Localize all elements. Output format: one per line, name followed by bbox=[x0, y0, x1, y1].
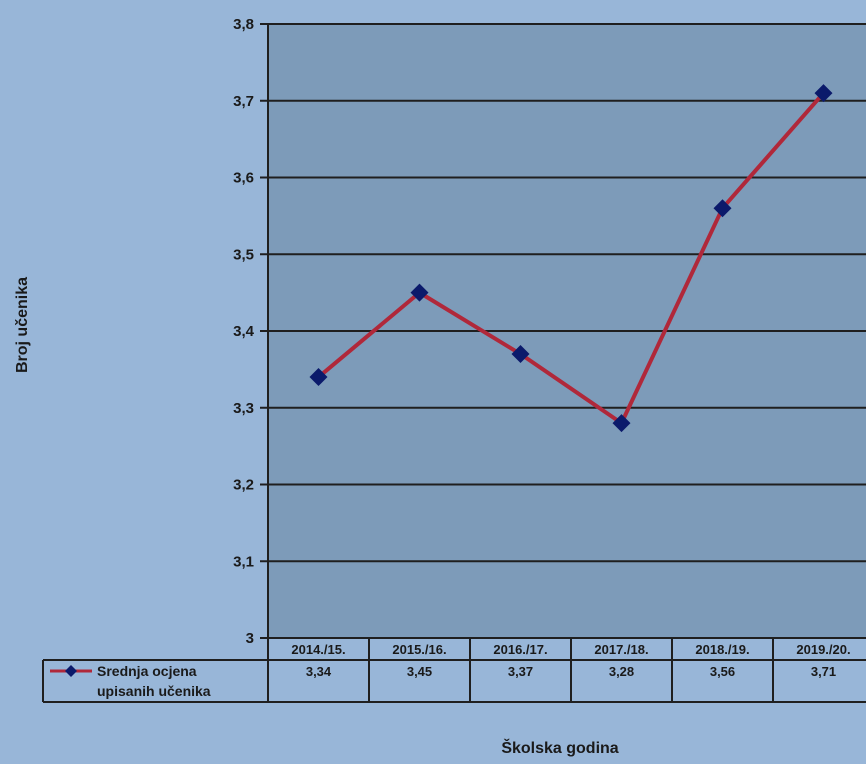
y-tick-label: 3,1 bbox=[233, 553, 254, 570]
legend-label: Srednja ocjena bbox=[97, 663, 197, 679]
y-tick-label: 3,5 bbox=[233, 246, 254, 263]
y-tick-label: 3,8 bbox=[233, 16, 254, 33]
legend-label: upisanih učenika bbox=[97, 683, 211, 699]
x-tick-label: 2017./18. bbox=[594, 642, 648, 657]
data-table-value: 3,37 bbox=[508, 664, 533, 679]
data-point bbox=[410, 283, 429, 302]
data-table-value: 3,56 bbox=[710, 664, 735, 679]
x-tick-label: 2015./16. bbox=[392, 642, 446, 657]
data-table-value: 3,28 bbox=[609, 664, 634, 679]
data-table-value: 3,45 bbox=[407, 664, 432, 679]
data-point bbox=[511, 345, 530, 364]
gridlines bbox=[268, 23, 866, 563]
y-axis: 3 3,1 3,2 3,3 3,4 3,5 3,6 3,7 3,8 bbox=[233, 16, 269, 647]
x-tick-label: 2014./15. bbox=[291, 642, 345, 657]
y-tick-label: 3 bbox=[246, 630, 254, 647]
data-table: 2014./15. 2015./16. 2016./17. 2017./18. 2018… bbox=[42, 637, 866, 703]
data-point bbox=[612, 414, 631, 433]
data-point bbox=[713, 199, 732, 218]
y-tick-label: 3,3 bbox=[233, 400, 254, 417]
y-tick-label: 3,2 bbox=[233, 477, 254, 494]
data-table-value: 3,34 bbox=[306, 664, 332, 679]
series-average-grade bbox=[309, 84, 833, 433]
data-table-value: 3,71 bbox=[811, 664, 836, 679]
legend-marker-swatch bbox=[65, 665, 77, 677]
y-axis-title: Broj učenika bbox=[14, 277, 31, 373]
x-tick-label: 2018./19. bbox=[695, 642, 749, 657]
x-tick-label: 2016./17. bbox=[493, 642, 547, 657]
series-line bbox=[317, 91, 826, 426]
y-tick-label: 3,6 bbox=[233, 170, 254, 187]
y-tick-label: 3,7 bbox=[233, 93, 254, 110]
x-axis-title: Školska godina bbox=[501, 738, 618, 757]
y-tick-label: 3,4 bbox=[233, 323, 255, 340]
x-tick-label: 2019./20. bbox=[796, 642, 850, 657]
data-point bbox=[814, 84, 833, 103]
data-point bbox=[309, 368, 328, 387]
